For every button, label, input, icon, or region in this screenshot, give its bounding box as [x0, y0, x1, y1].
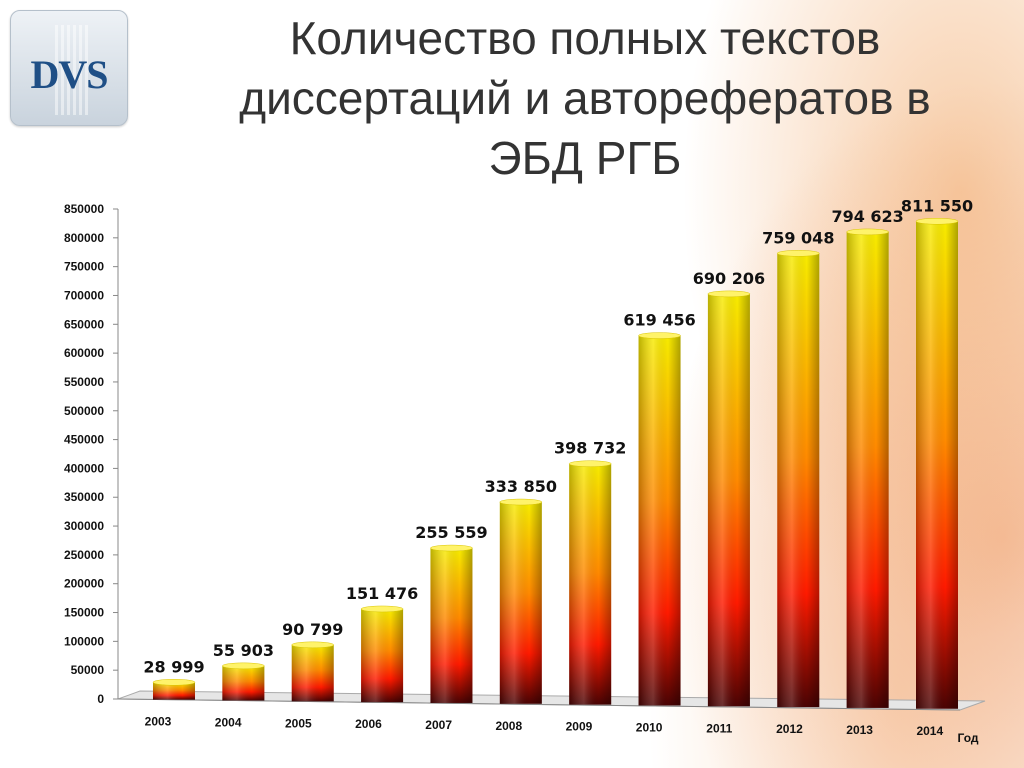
data-label: 255 559	[415, 523, 487, 542]
bar-top	[152, 679, 196, 686]
bar-top	[568, 460, 612, 467]
y-tick-label: 750000	[64, 260, 104, 274]
y-tick-label: 600000	[64, 346, 104, 360]
x-tick-label: 2013	[846, 723, 873, 737]
dvs-logo: DVS	[10, 10, 128, 126]
data-label: 690 206	[693, 269, 765, 288]
bar-top	[430, 544, 473, 552]
x-tick-label: 2009	[566, 720, 593, 734]
x-tick-label: 2004	[215, 715, 242, 729]
bar-top	[707, 290, 751, 298]
y-tick-label: 700000	[64, 288, 104, 302]
y-tick-label: 350000	[64, 490, 104, 504]
data-label: 151 476	[346, 584, 418, 603]
logo-text: DVS	[30, 52, 108, 97]
bar-top	[915, 218, 959, 225]
data-label: 398 732	[554, 439, 626, 458]
bar-top	[222, 662, 265, 670]
bar-shade	[153, 682, 195, 700]
data-label: 619 456	[623, 311, 695, 330]
chart-axes: 0 50000 100000 150000 200000 250000 300000 3500…	[64, 202, 986, 711]
x-tick-label: 2006	[355, 717, 382, 731]
bar-shade	[222, 665, 265, 701]
y-tick-label: 850000	[64, 202, 104, 216]
bar-shade	[638, 335, 681, 706]
data-label: 794 623	[831, 207, 903, 226]
x-axis-title: Год	[958, 731, 979, 745]
x-tick-label: 2007	[425, 718, 452, 732]
y-tick-label: 500000	[64, 404, 104, 418]
x-tick-label: 2010	[636, 720, 663, 734]
y-tick-label: 300000	[64, 519, 104, 533]
logo-book-lines	[55, 25, 91, 115]
data-label: 333 850	[485, 477, 557, 496]
bar-top	[499, 498, 543, 506]
x-tick-label: 2005	[285, 716, 312, 730]
y-tick-label: 550000	[64, 375, 104, 389]
x-tick-label: 2011	[706, 721, 732, 735]
y-tick-label: 0	[97, 692, 104, 706]
x-tick-label: 2012	[776, 722, 803, 736]
x-axis-line	[117, 698, 961, 711]
bar-shade	[916, 221, 958, 709]
bar-top	[360, 605, 404, 613]
x-tick-label: 2008	[495, 719, 522, 733]
y-tick-label: 200000	[64, 577, 104, 591]
y-tick-label: 150000	[64, 606, 104, 620]
y-tick-label: 50000	[71, 663, 105, 677]
bar-shade	[707, 293, 750, 707]
chart-labels: 28 999 2003 55 903 2004 90 799 2005 151 476 200…	[143, 196, 978, 745]
bar-shade	[361, 608, 404, 703]
y-tick-label: 800000	[64, 231, 104, 245]
data-label: 28 999	[143, 657, 204, 676]
bar-shade	[777, 253, 820, 708]
data-label: 55 903	[213, 641, 274, 660]
y-tick-label: 450000	[64, 433, 104, 447]
bar-shade	[846, 231, 889, 708]
bar-top	[638, 332, 681, 339]
bar-top	[777, 250, 820, 257]
y-tick-label: 100000	[64, 634, 104, 648]
y-tick-label: 400000	[64, 461, 104, 475]
data-label: 759 048	[762, 228, 834, 247]
y-tick-label: 650000	[64, 317, 104, 331]
bar-top	[291, 641, 334, 649]
data-label: 811 550	[901, 196, 973, 215]
bar-shade	[499, 502, 542, 704]
bar-shade	[569, 463, 612, 705]
page-title: Количество полных текстов диссертаций и …	[239, 12, 931, 184]
y-tick-label: 250000	[64, 548, 104, 562]
bar-shade	[430, 548, 473, 703]
bar-top	[846, 228, 889, 236]
bar-shade	[291, 644, 334, 702]
data-label: 90 799	[282, 620, 343, 639]
chart-bars	[152, 218, 959, 709]
x-tick-label: 2003	[145, 715, 172, 729]
x-tick-label: 2014	[916, 724, 943, 738]
